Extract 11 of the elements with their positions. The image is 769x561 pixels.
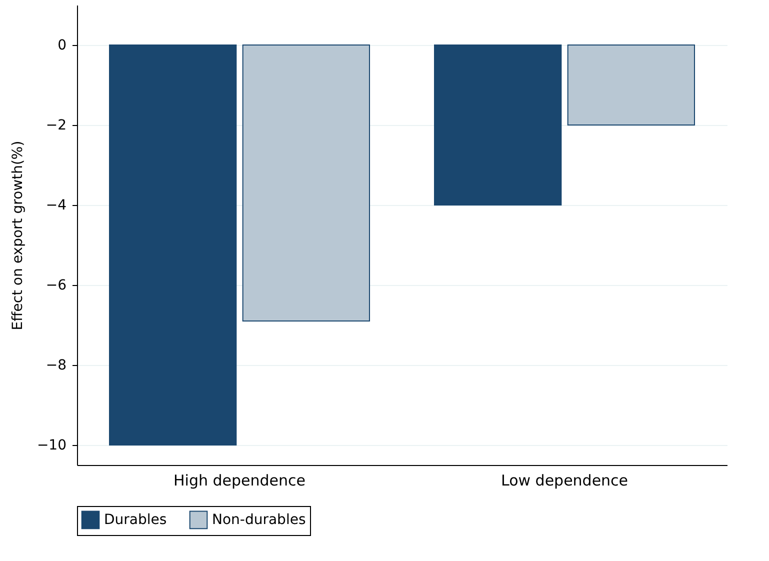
y-tick-label: −2: [46, 118, 66, 134]
legend-label: Durables: [104, 512, 167, 528]
y-axis-title: Effect on export growth(%): [10, 140, 26, 330]
y-tick-label: 0: [58, 38, 66, 54]
legend-label: Non-durables: [212, 512, 306, 528]
y-tick-label: −4: [46, 198, 67, 214]
x-tick-label: High dependence: [174, 472, 306, 490]
y-tick-label: −6: [46, 278, 67, 294]
y-tick-label: −10: [36, 438, 66, 454]
y-tick-label: −8: [46, 358, 66, 374]
x-tick-label: Low dependence: [500, 472, 628, 490]
